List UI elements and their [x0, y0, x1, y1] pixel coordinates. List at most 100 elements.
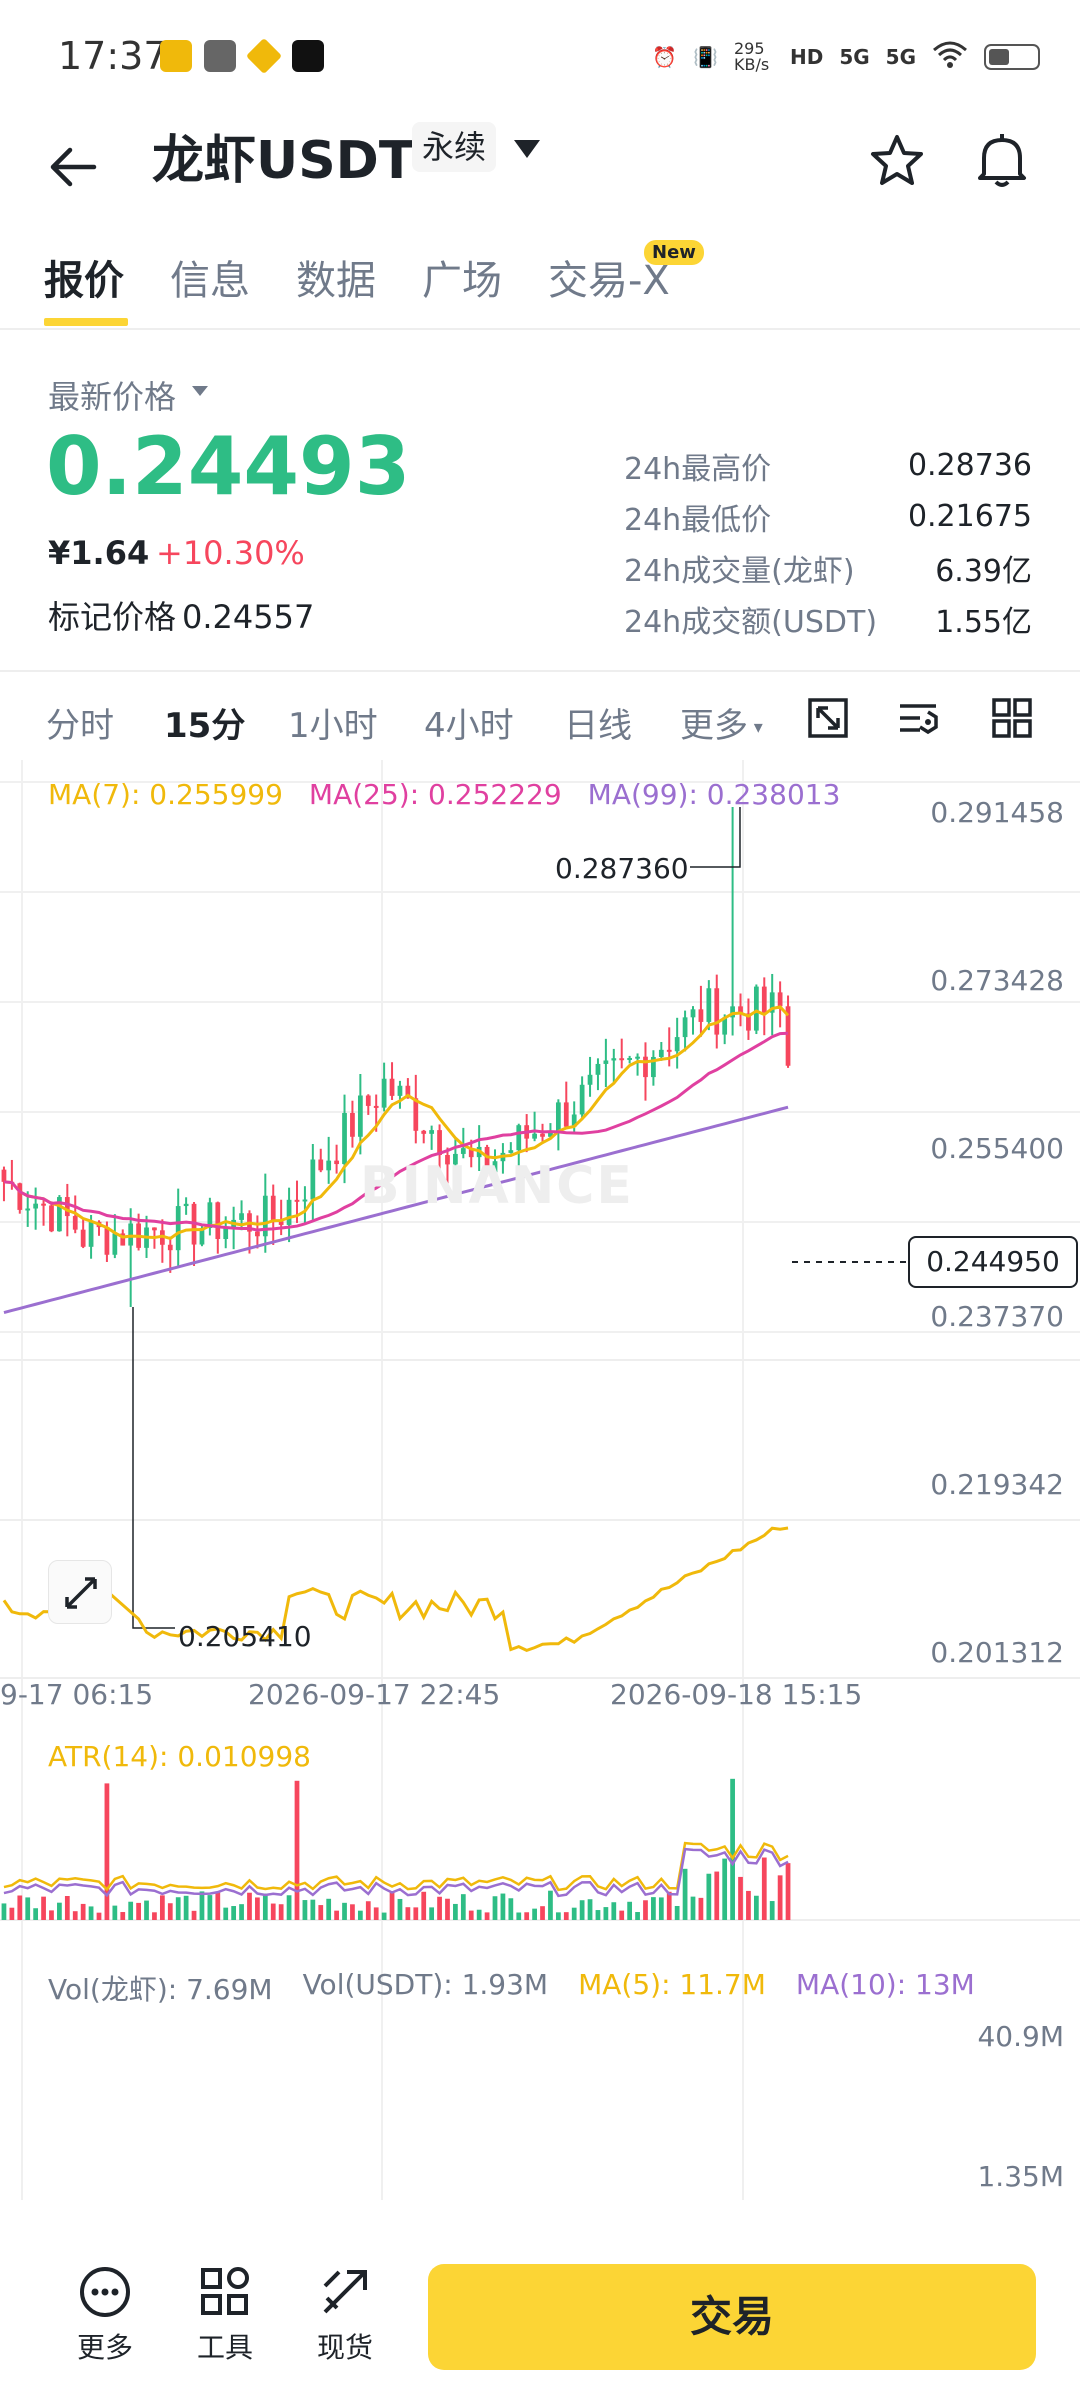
candle-body [152, 1227, 157, 1231]
volume-bar [722, 1858, 728, 1920]
volume-bar [342, 1902, 347, 1920]
volume-bar [635, 1912, 640, 1920]
volume-bar [690, 1896, 696, 1920]
x-axis-tick: 2026-09-17 22:45 [248, 1678, 501, 1711]
candle-body [350, 1112, 355, 1137]
back-arrow-icon[interactable] [46, 140, 100, 194]
current-price-label[interactable]: 0.244950 [908, 1236, 1078, 1288]
candle-body [453, 1153, 458, 1165]
candle-body [49, 1205, 54, 1232]
page-title[interactable]: 龙虾USDT [152, 131, 415, 191]
volume-bar [500, 1893, 506, 1920]
tab-square[interactable]: 广场 [422, 258, 502, 304]
stat-value: 1.55亿 [935, 604, 1032, 640]
timeframe-15m[interactable]: 15分 [164, 706, 246, 746]
candle-body [603, 1060, 609, 1064]
more-button[interactable]: 更多 [60, 2264, 150, 2366]
vol-ma5-line [3, 1841, 789, 1892]
volume-bar [175, 1897, 181, 1920]
expand-chart-button[interactable] [48, 1560, 112, 1624]
tab-quote[interactable]: 报价 [44, 258, 124, 304]
candle-body [25, 1208, 31, 1211]
volume-bar [112, 1905, 118, 1920]
candle-body [215, 1202, 221, 1240]
tools-label: 工具 [196, 2331, 253, 2364]
timeframe-line[interactable]: 分时 [46, 706, 114, 746]
volume-bar [611, 1902, 617, 1920]
tab-data[interactable]: 数据 [296, 258, 376, 304]
volume-bar [350, 1904, 355, 1920]
kline-chart-svg[interactable] [0, 760, 1080, 2200]
volume-bar [682, 1868, 688, 1920]
tab-info[interactable]: 信息 [170, 258, 250, 304]
tools-button[interactable]: 工具 [180, 2264, 270, 2366]
chart-settings-icon[interactable] [806, 696, 850, 740]
candle-body [183, 1203, 189, 1207]
volume-bar [159, 1895, 165, 1920]
candle-body [548, 1132, 553, 1137]
bell-icon[interactable] [972, 130, 1032, 192]
status-right: ⏰ 📳 295 KB/s HD 5G 5G [652, 40, 1040, 73]
volume-bar [120, 1912, 126, 1920]
atr-line [2, 1526, 789, 1653]
candle-body [342, 1112, 347, 1165]
volume-bar [706, 1873, 712, 1920]
indicator-settings-icon[interactable] [896, 696, 940, 740]
bottom-bar: 更多 工具 现货 交易 [0, 2228, 1080, 2400]
timeframe-4h[interactable]: 4小时 [424, 706, 514, 746]
candle-body [698, 1009, 704, 1022]
candle-body [389, 1078, 395, 1096]
volume-bar [199, 1891, 205, 1920]
candle-body [413, 1098, 419, 1131]
low-leader-line [132, 1306, 175, 1629]
spot-button[interactable]: 现货 [300, 2264, 390, 2366]
timeframe-1h[interactable]: 1小时 [288, 706, 378, 746]
volume-bar [658, 1897, 664, 1920]
main-tabs: 报价 信息 数据 广场 交易-X New [0, 230, 1080, 330]
volume-bar [516, 1912, 522, 1920]
volume-bar [555, 1912, 561, 1920]
star-icon[interactable] [868, 132, 926, 190]
chevron-down-icon[interactable] [510, 136, 544, 162]
y-axis-tick: 0.291458 [930, 796, 1064, 829]
stat-row: 24h最高价 0.28736 [624, 440, 1032, 491]
trade-button[interactable]: 交易 [428, 2264, 1036, 2370]
candle-body [690, 1009, 696, 1018]
caret-down-icon[interactable] [190, 384, 210, 398]
candle-body [239, 1213, 244, 1220]
timeframe-more[interactable]: 更多 ▾ [680, 698, 763, 747]
volume-bar [17, 1895, 23, 1920]
status-bar: 17:37 ⏰ 📳 295 KB/s HD 5G 5G [0, 0, 1080, 110]
candle-body [112, 1233, 118, 1255]
volume-bar [96, 1912, 102, 1920]
alarm-icon: ⏰ [652, 44, 678, 69]
volume-bar [223, 1907, 229, 1920]
timeframe-1d[interactable]: 日线 [564, 706, 632, 746]
volume-bar [278, 1904, 284, 1920]
candle-body [223, 1227, 229, 1240]
stat-value: 0.21675 [907, 499, 1032, 534]
candle-body [508, 1150, 514, 1153]
tab-trade-x[interactable]: 交易-X [548, 258, 670, 304]
stat-label: 24h成交量(龙虾) [624, 553, 855, 589]
ma25-line [3, 1031, 789, 1232]
candle-body [785, 1006, 791, 1066]
candle-body [738, 1006, 743, 1014]
volume-bar [262, 1893, 268, 1920]
candle-body [666, 1049, 672, 1052]
candle-body [761, 986, 767, 1013]
latest-price-label[interactable]: 最新价格 [48, 378, 177, 416]
stat-row: 24h成交量(龙虾) 6.39亿 [624, 542, 1032, 593]
stat-value: 0.28736 [907, 448, 1032, 483]
kline-chart[interactable] [0, 760, 1080, 2200]
grid-layout-icon[interactable] [990, 696, 1034, 740]
candle-body [326, 1160, 332, 1171]
volume-bar [777, 1875, 783, 1920]
x-axis-tick: 9-17 06:15 [0, 1678, 154, 1711]
candle-body [595, 1063, 601, 1075]
volume-bar [627, 1901, 633, 1920]
candle-body [175, 1206, 181, 1251]
volume-bar [247, 1892, 252, 1920]
candle-body [365, 1095, 371, 1106]
volume-bar [357, 1910, 363, 1920]
